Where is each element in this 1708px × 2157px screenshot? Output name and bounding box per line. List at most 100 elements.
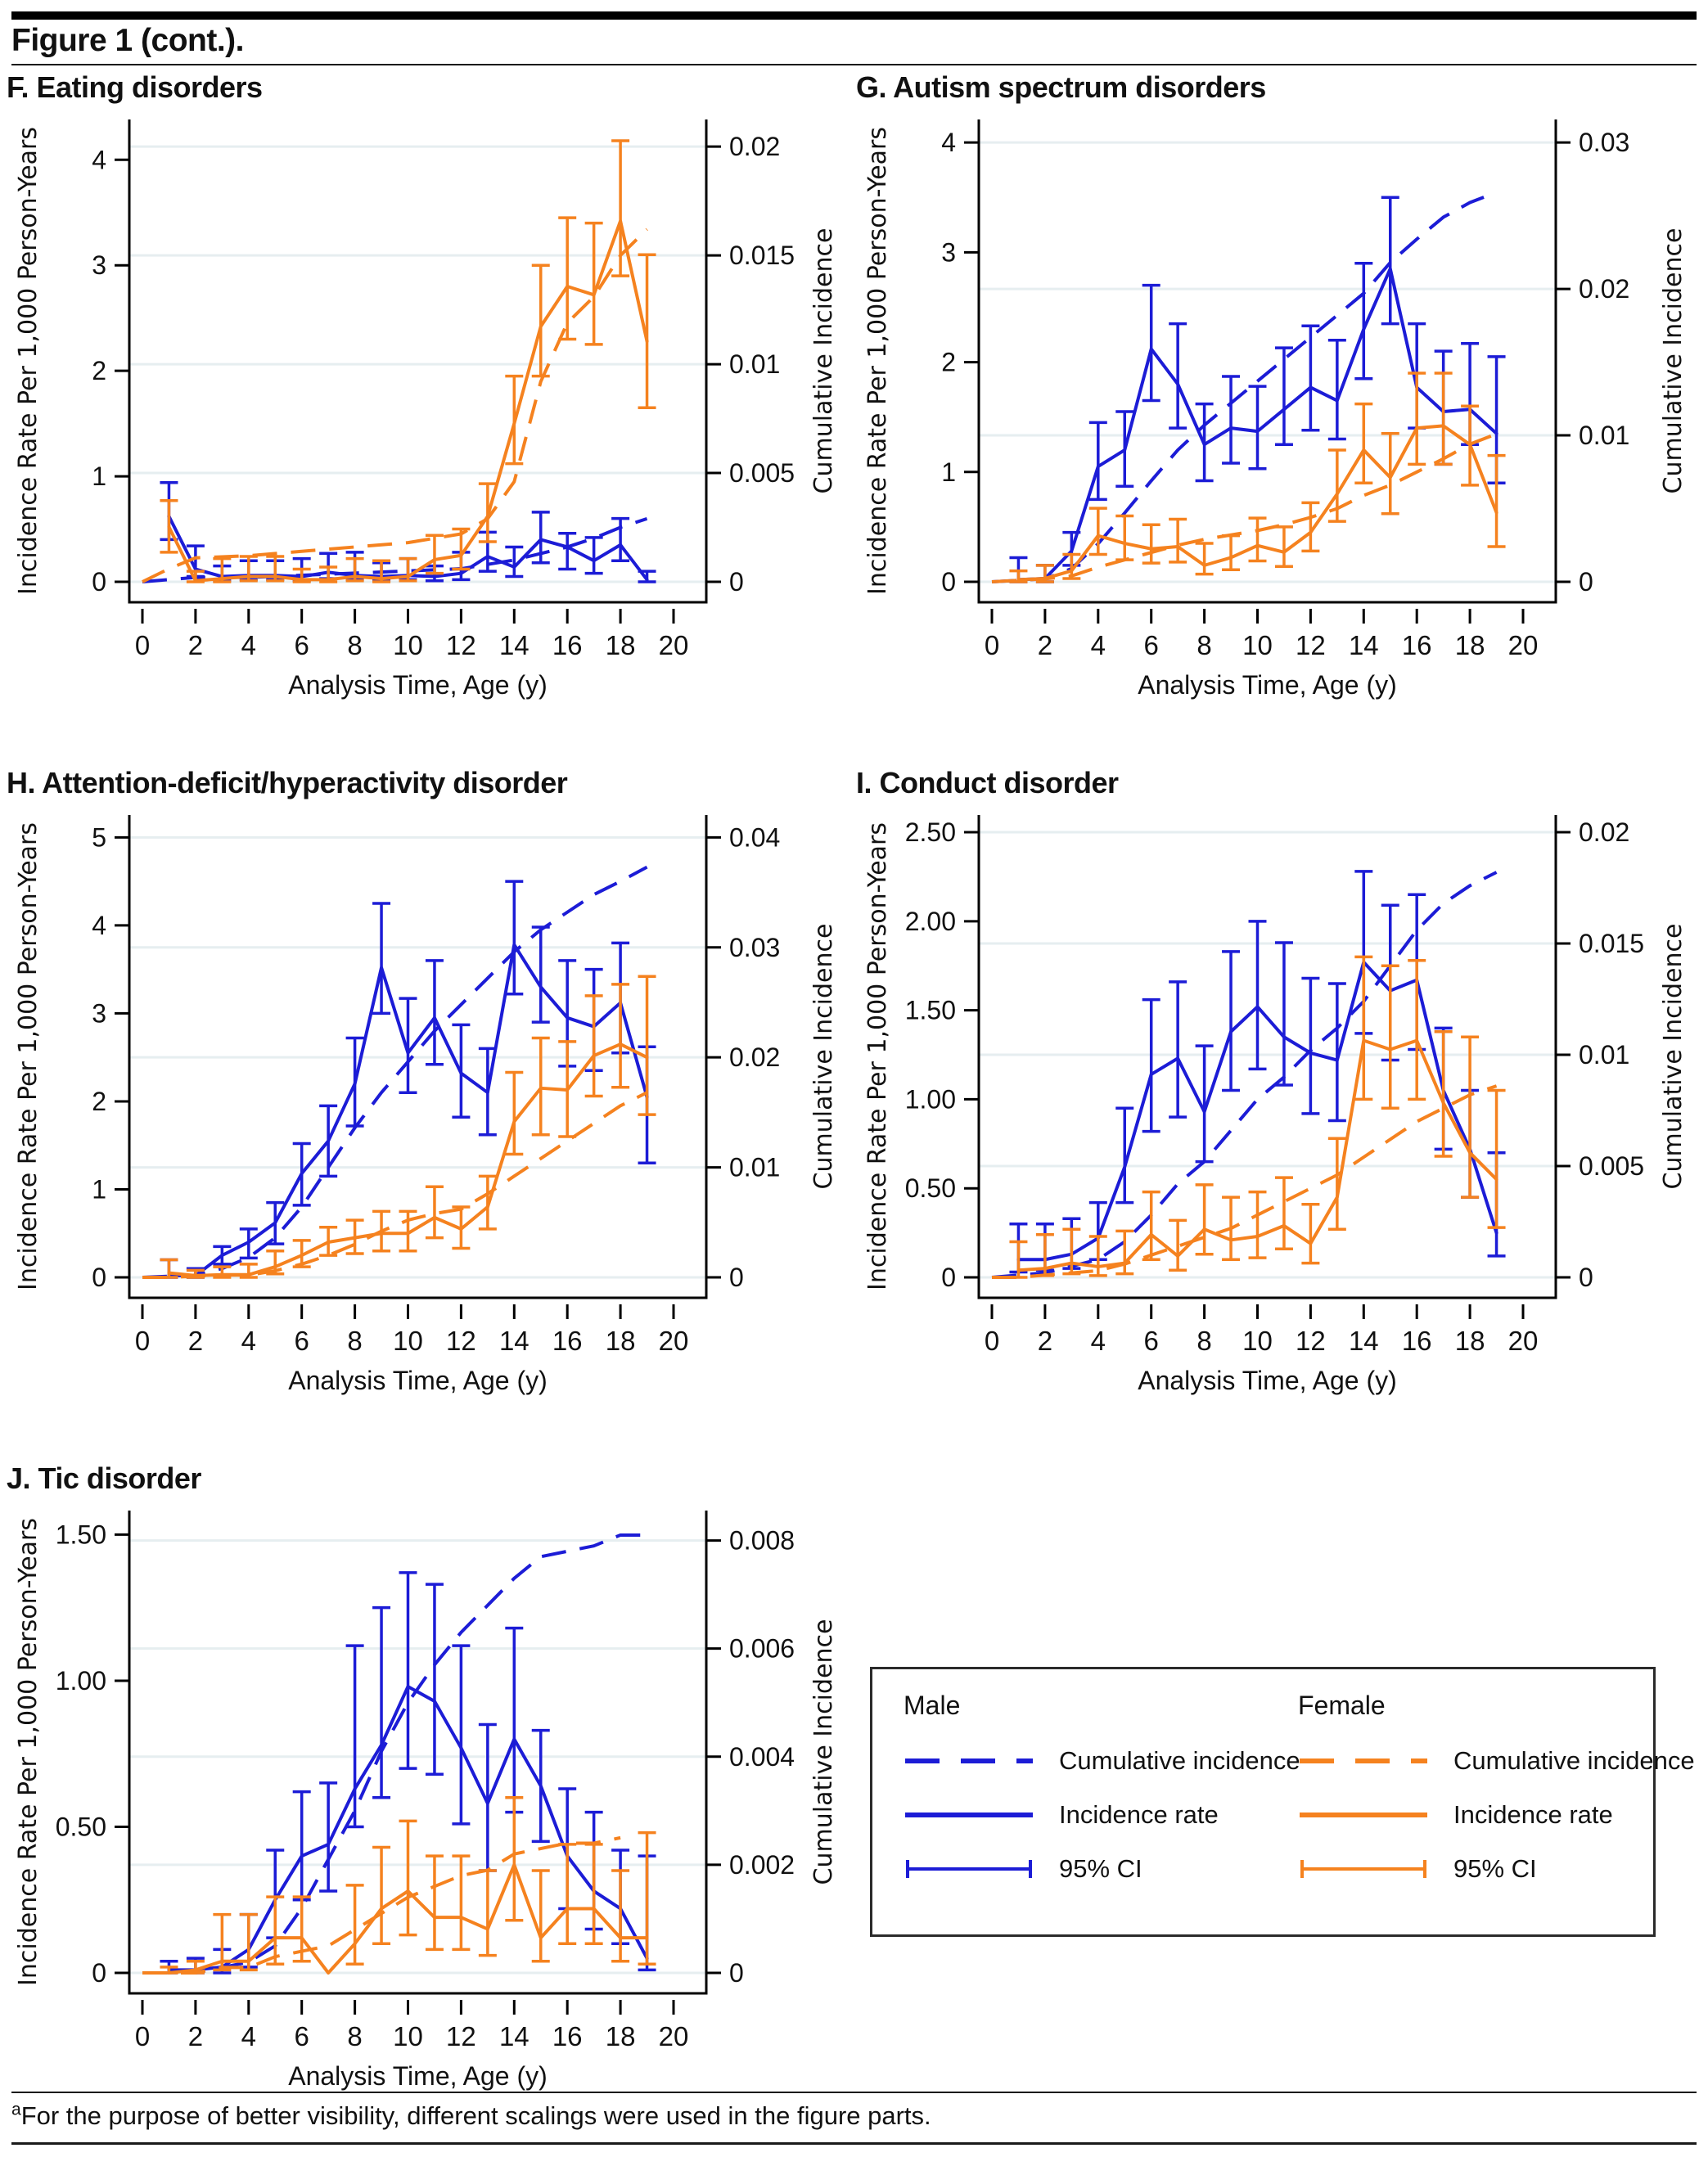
solid-line-icon	[1300, 1813, 1427, 1817]
right-axis-ticks: 0 0.01 0.02 0.03	[1556, 128, 1629, 597]
legend-female-column: Female Cumulative incidence Incidence ra…	[1298, 1691, 1695, 1883]
svg-text:2: 2	[92, 356, 106, 385]
svg-text:6: 6	[295, 2021, 309, 2051]
svg-text:14: 14	[499, 630, 530, 660]
panel-title: I. Conduct disorder	[856, 766, 1119, 799]
svg-text:2: 2	[188, 1326, 203, 1356]
right-axis-title: Cumulative Incidence	[809, 1619, 838, 1885]
tic-disorder-chart: 0 2 4 6 8 10 12 14 16 18 20 Analysis Time, Age (y) 0…	[14, 1511, 838, 2091]
dashed-line-icon	[905, 1758, 1033, 1763]
svg-text:1.50: 1.50	[905, 996, 956, 1025]
svg-text:2.00: 2.00	[905, 907, 956, 936]
female-series	[142, 139, 656, 583]
svg-text:0.04: 0.04	[729, 822, 780, 852]
legend-label: Cumulative incidence	[1453, 1746, 1695, 1775]
svg-text:2: 2	[188, 630, 203, 660]
panel-title: J. Tic disorder	[7, 1461, 201, 1495]
legend-female-header: Female	[1298, 1691, 1386, 1720]
male-cumulative-line	[991, 871, 1498, 1279]
female-incidence-line	[1016, 424, 1498, 582]
svg-text:1.50: 1.50	[56, 1520, 106, 1549]
svg-text:18: 18	[606, 2021, 636, 2051]
solid-line-icon	[905, 1813, 1033, 1817]
svg-text:12: 12	[446, 1326, 476, 1356]
x-axis-title: Analysis Time, Age (y)	[1138, 670, 1397, 700]
legend-label: 95% CI	[1059, 1854, 1142, 1883]
svg-text:3: 3	[941, 237, 956, 267]
female-incidence-line	[167, 219, 649, 583]
male-incidence-line	[167, 943, 649, 1277]
svg-text:6: 6	[1144, 1326, 1159, 1356]
left-axis-title: Incidence Rate Per 1,000 Person-Years	[863, 822, 892, 1290]
svg-text:8: 8	[347, 1326, 362, 1356]
svg-text:16: 16	[552, 630, 583, 660]
svg-text:0: 0	[729, 1263, 744, 1292]
svg-text:0: 0	[92, 1263, 106, 1292]
left-axis-title: Incidence Rate Per 1,000 Person-Years	[14, 822, 43, 1290]
legend-male-header: Male	[904, 1691, 961, 1720]
svg-text:4: 4	[241, 1326, 256, 1356]
svg-text:0.015: 0.015	[729, 241, 795, 270]
right-axis-ticks: 0 0.002 0.004 0.006 0.008	[706, 1526, 795, 1988]
svg-text:4: 4	[241, 2021, 256, 2051]
plot-frame	[977, 815, 1557, 1299]
left-axis-ticks: 0 1 2 3 4	[92, 145, 129, 597]
right-axis-title: Cumulative Incidence	[809, 924, 838, 1190]
svg-text:0.50: 0.50	[905, 1173, 956, 1203]
svg-text:20: 20	[1508, 630, 1539, 660]
svg-text:0.01: 0.01	[1579, 421, 1629, 450]
svg-text:1: 1	[941, 457, 956, 487]
conduct-disorder-chart: 0 2 4 6 8 10 12 14 16 18 20 Analysis Time, Age (y) 0…	[863, 815, 1688, 1395]
svg-text:0.03: 0.03	[1579, 128, 1629, 157]
svg-text:12: 12	[1296, 630, 1326, 660]
panel-autism-spectrum-disorders: G. Autism spectrum disorders 0 2 4 6 8 10 12 14…	[856, 70, 1707, 717]
svg-text:5: 5	[92, 822, 106, 852]
svg-text:1.00: 1.00	[56, 1666, 106, 1695]
panel-tic-disorder: J. Tic disorder 0 2 4 6 8 10 12 14 16 18 20 Analysi…	[7, 1461, 858, 2108]
panel-title: G. Autism spectrum disorders	[856, 70, 1266, 104]
female-incidence-line	[167, 1042, 649, 1277]
svg-text:14: 14	[1349, 1326, 1379, 1356]
x-axis-title: Analysis Time, Age (y)	[288, 2061, 548, 2091]
panel-title: F. Eating disorders	[7, 70, 263, 104]
svg-text:14: 14	[1349, 630, 1379, 660]
x-axis-ticks: 0 2 4 6 8 10 12 14 16 18 20	[135, 1304, 688, 1356]
svg-text:0: 0	[92, 567, 106, 597]
svg-text:18: 18	[606, 1326, 636, 1356]
svg-text:0.01: 0.01	[1579, 1040, 1629, 1069]
right-axis-title: Cumulative Incidence	[1659, 924, 1688, 1190]
panel-conduct-disorder: I. Conduct disorder 0 2 4 6 8 10 12 14 16 18 20 Ana…	[856, 766, 1707, 1412]
svg-text:0.02: 0.02	[1579, 274, 1629, 304]
svg-text:20: 20	[659, 630, 689, 660]
svg-text:0.01: 0.01	[729, 1153, 780, 1182]
x-axis-ticks: 0 2 4 6 8 10 12 14 16 18 20	[985, 609, 1539, 660]
female-ci-bars	[160, 139, 656, 583]
svg-text:0: 0	[941, 1263, 956, 1292]
female-cumulative-line	[142, 227, 648, 583]
female-cumulative-line	[991, 432, 1498, 583]
female-cumulative-line	[142, 1835, 621, 1975]
svg-text:0: 0	[135, 2021, 150, 2051]
x-axis-title: Analysis Time, Age (y)	[288, 670, 548, 700]
footnote-bottom-rule	[11, 2142, 1697, 2145]
svg-text:0: 0	[1579, 1263, 1593, 1292]
footnote-text: For the purpose of better visibility, di…	[20, 2101, 931, 2130]
plot-frame	[977, 119, 1557, 604]
svg-text:1: 1	[92, 462, 106, 491]
svg-text:0: 0	[729, 567, 744, 597]
svg-text:20: 20	[659, 2021, 689, 2051]
svg-text:0.02: 0.02	[1579, 817, 1629, 847]
svg-text:0.01: 0.01	[729, 349, 780, 379]
left-axis-ticks: 0 0.50 1.00 1.50	[56, 1520, 129, 1988]
svg-text:0.02: 0.02	[729, 1042, 780, 1072]
female-series	[142, 1796, 656, 1975]
svg-text:4: 4	[92, 911, 106, 940]
left-axis-ticks: 0 1 2 3 4	[941, 128, 979, 597]
svg-text:2.50: 2.50	[905, 817, 956, 847]
legend-female-ci-row: 95% CI	[1298, 1854, 1695, 1883]
svg-text:8: 8	[347, 2021, 362, 2051]
legend-label: Cumulative incidence	[1059, 1746, 1300, 1775]
panel-adhd: H. Attention-deficit/hyperactivity disor…	[7, 766, 858, 1412]
svg-text:12: 12	[1296, 1326, 1326, 1356]
